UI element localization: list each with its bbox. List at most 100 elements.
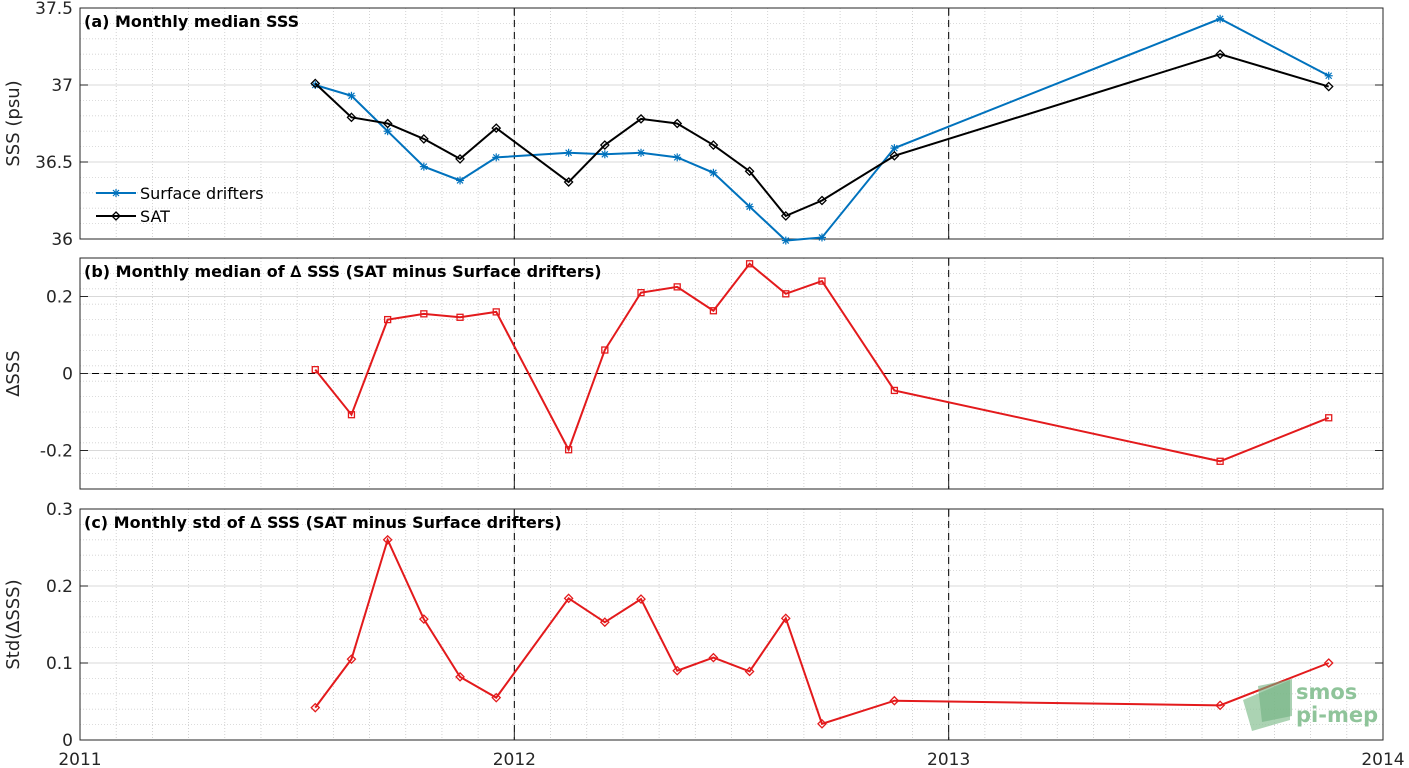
logo-text-pimep: pi-mep <box>1296 703 1378 727</box>
plot-area <box>80 8 1383 239</box>
y-tick-label: 0.1 <box>46 654 73 674</box>
data-point <box>780 210 791 221</box>
data-point <box>492 308 500 316</box>
data-point <box>1325 414 1333 422</box>
data-point <box>637 148 646 157</box>
data-point <box>781 236 790 245</box>
data-point <box>601 346 609 354</box>
data-point <box>564 446 573 454</box>
axes-box <box>79 7 1384 240</box>
data-point <box>455 154 465 164</box>
data-point <box>310 702 321 713</box>
legend-marker <box>112 189 120 197</box>
data-point <box>1216 14 1225 23</box>
data-point <box>491 123 502 134</box>
data-point <box>890 144 899 153</box>
x-tick-label: 2012 <box>493 750 536 768</box>
data-point <box>709 168 718 177</box>
data-point <box>599 140 610 150</box>
data-point <box>563 177 574 187</box>
data-point <box>419 162 428 171</box>
series-line <box>314 53 1329 218</box>
data-point <box>563 593 574 604</box>
panel-title: (b) Monthly median of ∆ SSS (SAT minus S… <box>84 262 602 281</box>
data-point <box>673 283 681 291</box>
data-point <box>673 153 682 162</box>
data-point <box>637 288 645 297</box>
data-point <box>1323 81 1334 92</box>
y-axis-label: SSS (psu) <box>3 80 24 166</box>
data-point <box>890 386 899 395</box>
data-point <box>418 614 429 625</box>
legend-label: Surface drifters <box>140 184 264 203</box>
y-axis-label: Std(∆SSS) <box>3 579 24 669</box>
data-point <box>456 176 465 185</box>
data-point <box>744 166 755 177</box>
axes-box <box>79 508 1384 741</box>
data-point <box>818 277 826 285</box>
y-tick-label: 0 <box>62 365 73 385</box>
y-tick-label: 37 <box>51 76 73 96</box>
x-tick-label: 2011 <box>58 750 101 768</box>
data-point <box>383 127 392 136</box>
data-point <box>311 365 319 374</box>
data-point <box>817 233 826 242</box>
data-point <box>817 195 827 206</box>
panel-b: -0.2 0 0.2 ∆SSS (b) Monthly median of ∆ SSS … <box>3 257 1384 490</box>
series-line <box>314 262 1330 463</box>
data-point <box>1323 658 1334 668</box>
data-point <box>346 112 357 123</box>
data-point <box>709 307 718 315</box>
series-1 <box>310 49 1334 221</box>
data-point <box>492 153 501 162</box>
data-point <box>672 118 683 129</box>
data-point <box>636 594 646 605</box>
data-point <box>708 652 719 663</box>
legend-marker <box>111 211 121 221</box>
series-0 <box>311 260 1333 465</box>
y-tick-label: 0 <box>62 731 73 751</box>
panel-title: (c) Monthly std of ∆ SSS (SAT minus Surf… <box>84 513 562 532</box>
x-tick-label: 2014 <box>1361 750 1404 768</box>
data-point <box>1215 700 1226 711</box>
data-point <box>456 313 464 321</box>
logo-text-smos: smos <box>1296 680 1357 704</box>
data-point <box>600 150 609 159</box>
legend: Surface drifters SAT <box>96 184 264 226</box>
data-point <box>745 202 754 211</box>
x-tick-label: 2013 <box>927 750 970 768</box>
data-point <box>347 91 356 100</box>
panel-title: (a) Monthly median SSS <box>84 12 299 31</box>
data-point <box>817 718 827 729</box>
data-point <box>636 113 646 124</box>
data-point <box>1215 49 1226 60</box>
panel-a: 36 36.5 37 37.5 SSS (psu) (a) Monthly median … <box>3 0 1384 250</box>
data-point <box>346 654 357 665</box>
data-point <box>708 140 719 150</box>
data-point <box>418 133 429 144</box>
data-point <box>1324 71 1333 80</box>
panel-c: 0 0.1 0.2 0.3 2011 2012 2013 2014 Std(∆SSS) (c) M… <box>3 500 1405 768</box>
data-point <box>347 411 356 419</box>
data-point <box>455 671 465 682</box>
data-point <box>384 315 392 324</box>
data-point <box>564 148 573 157</box>
y-tick-label: 36.5 <box>35 153 73 173</box>
data-point <box>672 665 683 676</box>
series-0 <box>311 14 1333 245</box>
data-point <box>889 150 900 161</box>
y-axis-label: ∆SSS <box>3 350 24 397</box>
data-point <box>780 613 791 624</box>
data-point <box>599 617 610 628</box>
y-tick-label: -0.2 <box>40 442 73 462</box>
data-point <box>889 695 900 706</box>
data-point <box>420 310 428 318</box>
data-point <box>744 666 755 677</box>
series-0 <box>310 534 1334 729</box>
y-tick-label: 0.2 <box>46 577 73 597</box>
data-point <box>745 260 754 268</box>
y-tick-label: 36 <box>51 230 73 250</box>
data-point <box>382 118 393 129</box>
data-point <box>310 78 321 89</box>
data-point <box>782 290 790 298</box>
